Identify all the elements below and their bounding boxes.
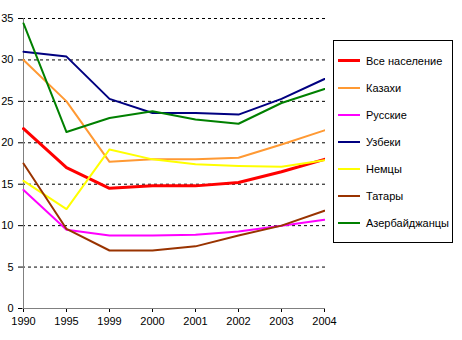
- svg-text:5: 5: [7, 261, 13, 273]
- html-text:Все население: Все население: [366, 54, 443, 67]
- svg-text:2004: 2004: [312, 315, 336, 327]
- svg-text:2003: 2003: [269, 315, 293, 327]
- svg-text:1995: 1995: [54, 315, 78, 327]
- svg-text:30: 30: [1, 53, 13, 65]
- html-text:Немцы: Немцы: [366, 162, 402, 175]
- svg-text:0: 0: [7, 302, 13, 314]
- html-text:Татары: Татары: [366, 189, 404, 202]
- svg-text:1999: 1999: [97, 315, 121, 327]
- html-text:Узбеки: Узбеки: [366, 135, 401, 148]
- html-text:Русские: Русские: [366, 108, 407, 121]
- svg-text:1990: 1990: [11, 315, 35, 327]
- html-text:Азербайджанцы: Азербайджанцы: [366, 216, 449, 229]
- svg-text:10: 10: [1, 219, 13, 231]
- svg-text:25: 25: [1, 95, 13, 107]
- svg-text:35: 35: [1, 12, 13, 24]
- svg-text:15: 15: [1, 178, 13, 190]
- svg-text:2000: 2000: [140, 315, 164, 327]
- svg-text:2002: 2002: [226, 315, 250, 327]
- svg-text:2001: 2001: [183, 315, 207, 327]
- html-text:Казахи: Казахи: [366, 81, 402, 94]
- svg-text:20: 20: [1, 136, 13, 148]
